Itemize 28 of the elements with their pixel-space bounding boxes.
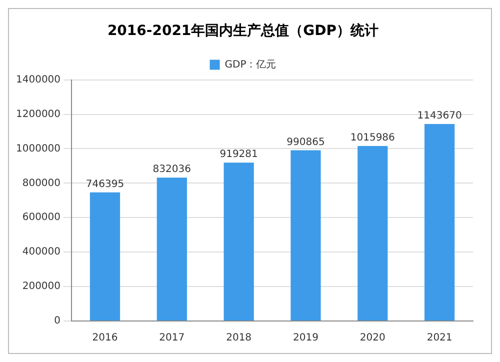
y-tick-label: 600000: [22, 212, 61, 224]
y-tick-label: 200000: [22, 281, 61, 292]
data-label: 1143670: [417, 110, 462, 122]
y-tick-label: 400000: [22, 246, 61, 258]
x-tick-label: 2019: [292, 332, 318, 344]
data-label: 990865: [286, 136, 325, 148]
y-tick-label: 800000: [22, 178, 61, 189]
data-label: 919281: [220, 149, 258, 160]
bar: [156, 178, 187, 320]
x-tick-label: 2016: [92, 332, 118, 344]
bar: [358, 146, 388, 320]
data-label: 746395: [86, 179, 124, 190]
data-label: 1015986: [350, 132, 395, 144]
bar: [290, 150, 321, 320]
bar: [424, 124, 455, 320]
data-label: 832036: [152, 164, 191, 176]
y-tick-label: 1000000: [16, 143, 61, 154]
bar: [224, 162, 254, 320]
x-tick-label: 2021: [426, 332, 452, 344]
legend-label: GDP：亿元: [224, 59, 276, 70]
y-tick-label: 1400000: [16, 74, 61, 86]
x-tick-label: 2020: [360, 332, 386, 344]
bar: [90, 192, 120, 320]
y-tick-label: 0: [54, 316, 61, 327]
chart-title: 2016-2021年国内生产总值（GDP）统计: [107, 22, 379, 40]
x-tick-label: 2018: [226, 332, 252, 344]
x-tick-label: 2017: [159, 332, 185, 344]
y-tick-label: 1200000: [16, 108, 61, 120]
